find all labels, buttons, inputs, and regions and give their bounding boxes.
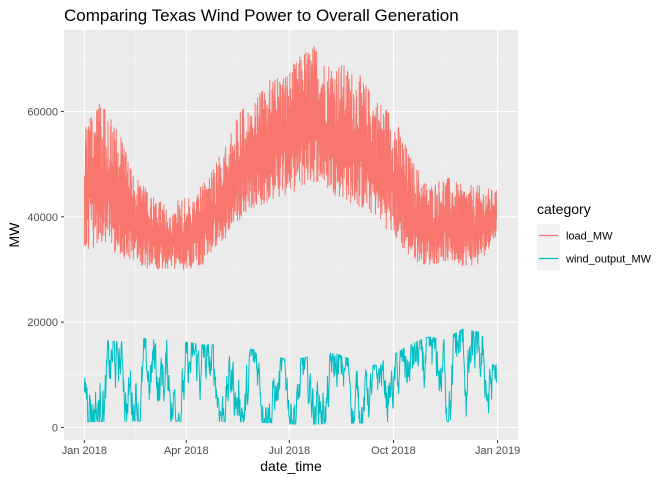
x-tick-label: Jan 2019 [475,445,520,457]
x-tick-label: Jan 2018 [62,445,107,457]
legend: category load_MW wind_output_MW [537,201,652,270]
legend-title: category [537,201,591,217]
x-tick-label: Apr 2018 [164,445,209,457]
y-tick-label: 20000 [27,317,58,329]
x-axis-title: date_time [260,458,322,474]
chart-title: Comparing Texas Wind Power to Overall Ge… [64,6,459,25]
legend-items: load_MW wind_output_MW [537,224,652,270]
x-tick-label: Oct 2018 [371,445,416,457]
series-line-wind_output_MW [83,328,497,425]
y-axis: 0 20000 40000 60000 [27,107,64,434]
x-tick-label: Jul 2018 [269,445,311,457]
legend-label-load_MW: load_MW [566,231,613,243]
legend-label-wind_output_MW: wind_output_MW [565,254,652,266]
x-axis: Jan 2018 Apr 2018 Jul 2018 Oct 2018 Jan 2019 [62,440,520,457]
y-tick-label: 40000 [27,212,58,224]
y-tick-label: 60000 [27,107,58,119]
series-layer [83,46,497,425]
y-tick-label: 0 [52,422,58,434]
y-axis-title: MW [6,222,22,248]
series-line-load_MW [83,46,497,271]
